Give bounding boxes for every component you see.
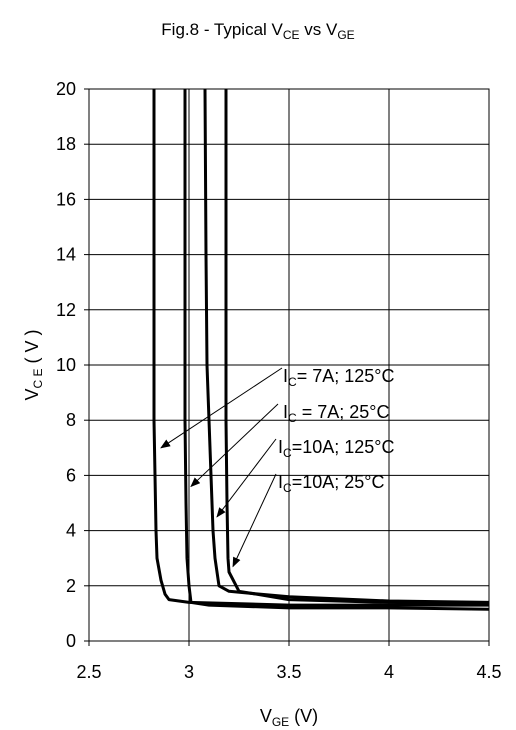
annotation-arrow-2 [190, 403, 279, 488]
annotation-label-subscript: C [288, 411, 297, 425]
annotation-label-prefix: I [283, 402, 288, 422]
x-axis-label-unit: (V) [289, 706, 318, 726]
series-line-1 [152, 89, 489, 607]
annotation-arrow-3 [216, 438, 277, 518]
y-tick-label: 12 [56, 300, 76, 320]
annotation-label-1: IC= 7A; 125°C [283, 366, 394, 389]
annotation-arrow-4 [232, 473, 277, 568]
y-tick-label: 2 [66, 576, 76, 596]
x-tick-label: 3 [184, 662, 194, 682]
y-tick-label: 14 [56, 245, 76, 265]
series-layer [152, 88, 490, 611]
annotation-label-4: IC=10A; 25°C [278, 472, 384, 495]
chart-title: Fig.8 - Typical VCE vs VGE [161, 20, 354, 42]
y-tick-label: 20 [56, 79, 76, 99]
annotation-label-prefix: I [283, 366, 288, 386]
annotation-label-2: IC = 7A; 25°C [283, 402, 389, 425]
y-axis-label-main: V [22, 389, 42, 401]
y-tick-label: 18 [56, 134, 76, 154]
y-tick-label: 8 [66, 410, 76, 430]
series-line-3 [203, 88, 490, 604]
annotation-label-rest: = 7A; 125°C [297, 366, 395, 386]
y-tick-label: 4 [66, 521, 76, 541]
y-axis-label-sub: C E [31, 368, 45, 388]
x-axis-label-sub: GE [272, 715, 289, 729]
x-axis-label: VGE (V) [260, 706, 318, 729]
annotation-label-rest: =10A; 125°C [292, 437, 395, 457]
series-line-4 [224, 89, 490, 606]
annotation-label-rest: =10A; 25°C [292, 472, 385, 492]
chart-title-mid: vs V [300, 20, 338, 39]
annotations: IC= 7A; 125°CIC = 7A; 25°CIC=10A; 125°CI… [160, 366, 394, 568]
ticks: 0 2 4 6 8 10 12 14 16 18 20 2.5 3 3.5 4 4.5 [56, 79, 502, 682]
annotation-label-subscript: C [288, 375, 297, 389]
y-tick-label: 0 [66, 631, 76, 651]
x-tick-label: 4 [384, 662, 394, 682]
annotation-label-subscript: C [283, 481, 292, 495]
annotation-label-rest: = 7A; 25°C [297, 402, 390, 422]
x-axis-label-main: V [260, 706, 272, 726]
x-tick-label: 4.5 [476, 662, 501, 682]
annotation-label-prefix: I [278, 472, 283, 492]
chart-title-sub1: CE [283, 28, 300, 42]
chart-title-main: Fig.8 - Typical V [161, 20, 283, 39]
chart-title-sub2: GE [337, 28, 354, 42]
annotation-label-prefix: I [278, 437, 283, 457]
y-axis-label-unit: ( V ) [22, 329, 42, 368]
y-axis-label: VC E ( V ) [22, 329, 45, 400]
annotation-label-3: IC=10A; 125°C [278, 437, 394, 460]
x-tick-label: 3.5 [276, 662, 301, 682]
annotation-arrow-1 [160, 367, 283, 449]
y-tick-label: 6 [66, 465, 76, 485]
annotation-label-subscript: C [283, 446, 292, 460]
grid [89, 89, 489, 641]
series-line-2 [183, 89, 490, 611]
y-tick-label: 16 [56, 189, 76, 209]
y-tick-label: 10 [56, 355, 76, 375]
x-tick-label: 2.5 [76, 662, 101, 682]
